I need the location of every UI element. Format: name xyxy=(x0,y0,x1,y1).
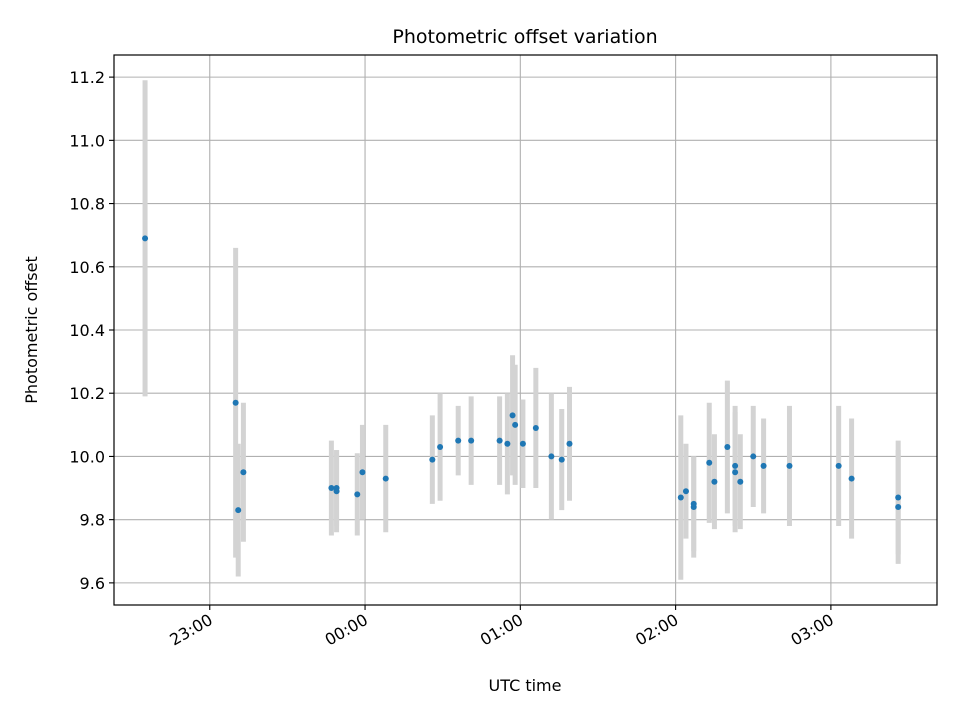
data-point xyxy=(737,478,744,485)
data-point xyxy=(455,437,462,444)
data-point xyxy=(566,440,573,447)
y-tick-label: 11.0 xyxy=(69,131,105,150)
data-point xyxy=(382,475,389,482)
data-point xyxy=(706,459,713,466)
grid-lines xyxy=(114,55,937,605)
y-tick-label: 11.2 xyxy=(69,68,105,87)
y-tick-label: 10.8 xyxy=(69,195,105,214)
data-point xyxy=(240,469,247,476)
data-point xyxy=(548,453,555,460)
data-point xyxy=(333,488,340,495)
data-point xyxy=(509,412,516,419)
data-point xyxy=(848,475,855,482)
data-point xyxy=(496,437,503,444)
data-point xyxy=(328,485,335,492)
data-points xyxy=(142,235,902,514)
y-tick-label: 10.0 xyxy=(69,447,105,466)
data-point xyxy=(750,453,757,460)
y-tick-label: 9.6 xyxy=(80,574,105,593)
data-point xyxy=(895,504,902,511)
y-axis-label: Photometric offset xyxy=(22,256,41,404)
data-point xyxy=(724,443,731,450)
data-point xyxy=(711,478,718,485)
y-tick-label: 10.2 xyxy=(69,384,105,403)
data-point xyxy=(359,469,366,476)
data-point xyxy=(437,443,444,450)
data-point xyxy=(732,462,739,469)
data-point xyxy=(519,440,526,447)
data-point xyxy=(732,469,739,476)
data-point xyxy=(558,456,565,463)
data-point xyxy=(512,421,519,428)
data-point xyxy=(468,437,475,444)
data-point xyxy=(677,494,684,501)
data-point xyxy=(760,462,767,469)
data-point xyxy=(235,507,242,514)
data-point xyxy=(786,462,793,469)
data-point xyxy=(142,235,149,242)
chart-title: Photometric offset variation xyxy=(392,26,657,48)
data-point xyxy=(354,491,361,498)
y-tick-label: 9.8 xyxy=(80,511,105,530)
y-tick-label: 10.6 xyxy=(69,258,105,277)
data-point xyxy=(690,500,697,507)
data-point xyxy=(504,440,511,447)
data-point xyxy=(682,488,689,495)
data-point xyxy=(532,424,539,431)
data-point xyxy=(895,494,902,501)
y-tick-label: 10.4 xyxy=(69,321,105,340)
x-axis-label: UTC time xyxy=(489,676,562,695)
data-point xyxy=(429,456,436,463)
data-point xyxy=(835,462,842,469)
data-point xyxy=(232,399,239,406)
